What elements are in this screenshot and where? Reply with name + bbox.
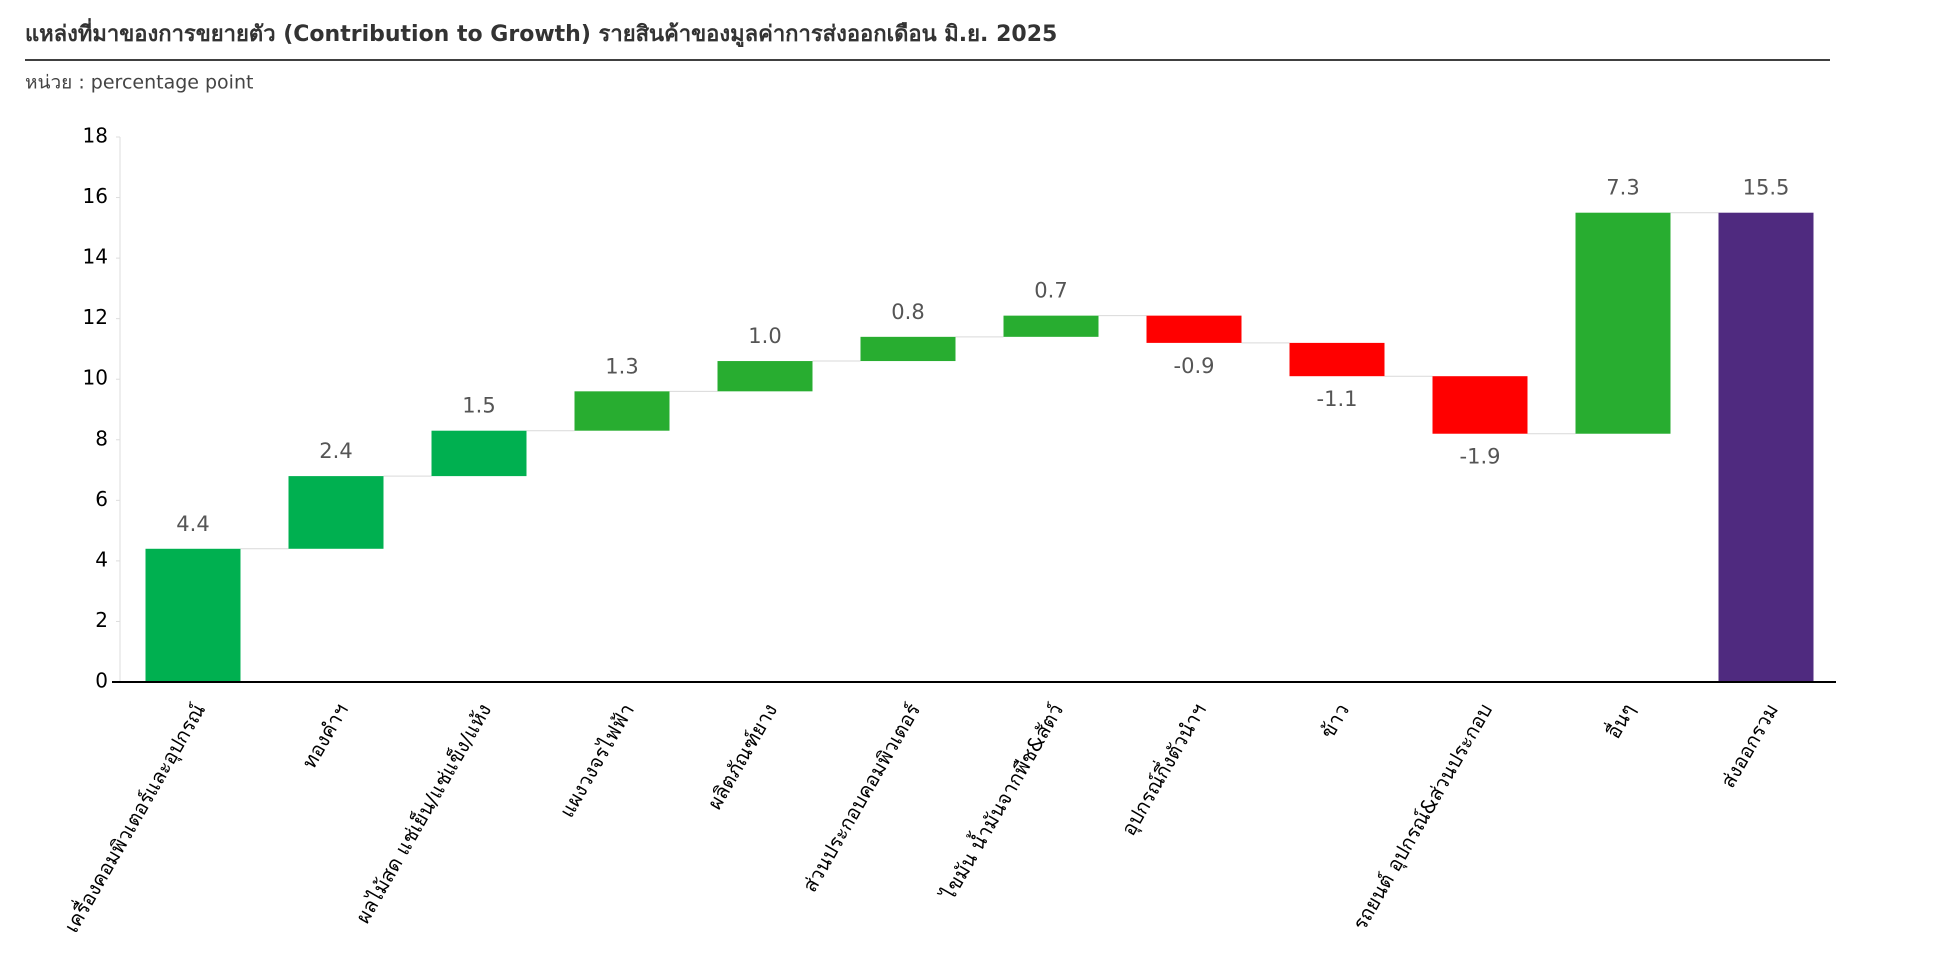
value-label: 0.7: [1034, 279, 1067, 303]
y-tick-label: 12: [83, 305, 108, 329]
bar: [145, 548, 241, 682]
y-tick-label: 2: [95, 608, 108, 632]
value-label: 1.5: [462, 394, 495, 418]
y-tick-label: 10: [83, 366, 108, 390]
y-tick-label: 4: [95, 547, 108, 571]
x-tick-label: ไขมัน น้ำมันจากพืช&สัตว์: [933, 698, 1068, 905]
value-label: 4.4: [176, 512, 209, 536]
x-tick-label: ผลไม้สด แช่เย็น/แช่แข็ง/แห้ง: [350, 699, 496, 928]
bar: [574, 391, 670, 431]
bar: [717, 361, 813, 392]
value-label: 0.8: [891, 300, 924, 324]
value-label: 15.5: [1743, 176, 1790, 200]
y-tick-label: 18: [83, 124, 108, 148]
x-tick-label: อื่นๆ: [1599, 698, 1640, 743]
value-label: 1.0: [748, 324, 781, 348]
bar: [1575, 212, 1671, 434]
y-tick-label: 14: [83, 245, 108, 269]
bar: [1146, 315, 1242, 343]
bar: [288, 476, 384, 549]
bar: [1289, 342, 1385, 377]
x-tick-label: ส่งออกรวม: [1716, 699, 1783, 792]
value-label: 1.3: [605, 354, 638, 378]
bar: [1003, 315, 1099, 337]
x-tick-label: ทองคำฯ: [297, 699, 353, 772]
bar: [431, 430, 527, 477]
y-tick-label: 8: [95, 426, 108, 450]
x-tick-label: ผลิตภัณฑ์ยาง: [702, 699, 782, 813]
bar: [1432, 376, 1528, 434]
x-tick-label: แผงวงจรไฟฟ้า: [555, 699, 640, 821]
x-tick-label: รถยนต์ อุปกรณ์&ส่วนประกอบ: [1348, 699, 1498, 934]
x-tick-label: ส่วนประกอบคอมพิวเตอร์: [797, 699, 925, 896]
value-label: 2.4: [319, 439, 352, 463]
x-tick-label: ข้าว: [1315, 699, 1354, 742]
x-tick-label: อุปกรณ์กึ่งตัวนำฯ: [1114, 698, 1212, 840]
bar: [1718, 212, 1814, 682]
x-tick-label: เครื่องคอมพิวเตอร์และอุปกรณ์: [57, 698, 211, 937]
chart-subtitle: หน่วย : percentage point: [25, 72, 253, 94]
y-tick-label: 16: [83, 184, 108, 208]
value-label: -1.9: [1460, 445, 1501, 469]
bar: [860, 336, 956, 362]
y-tick-label: 6: [95, 487, 108, 511]
chart-title: แหล่งที่มาของการขยายตัว (Contribution to…: [25, 17, 1057, 48]
value-label: 7.3: [1606, 176, 1639, 200]
value-label: -1.1: [1317, 387, 1358, 411]
y-tick-label: 0: [95, 669, 108, 693]
value-label: -0.9: [1174, 354, 1215, 378]
